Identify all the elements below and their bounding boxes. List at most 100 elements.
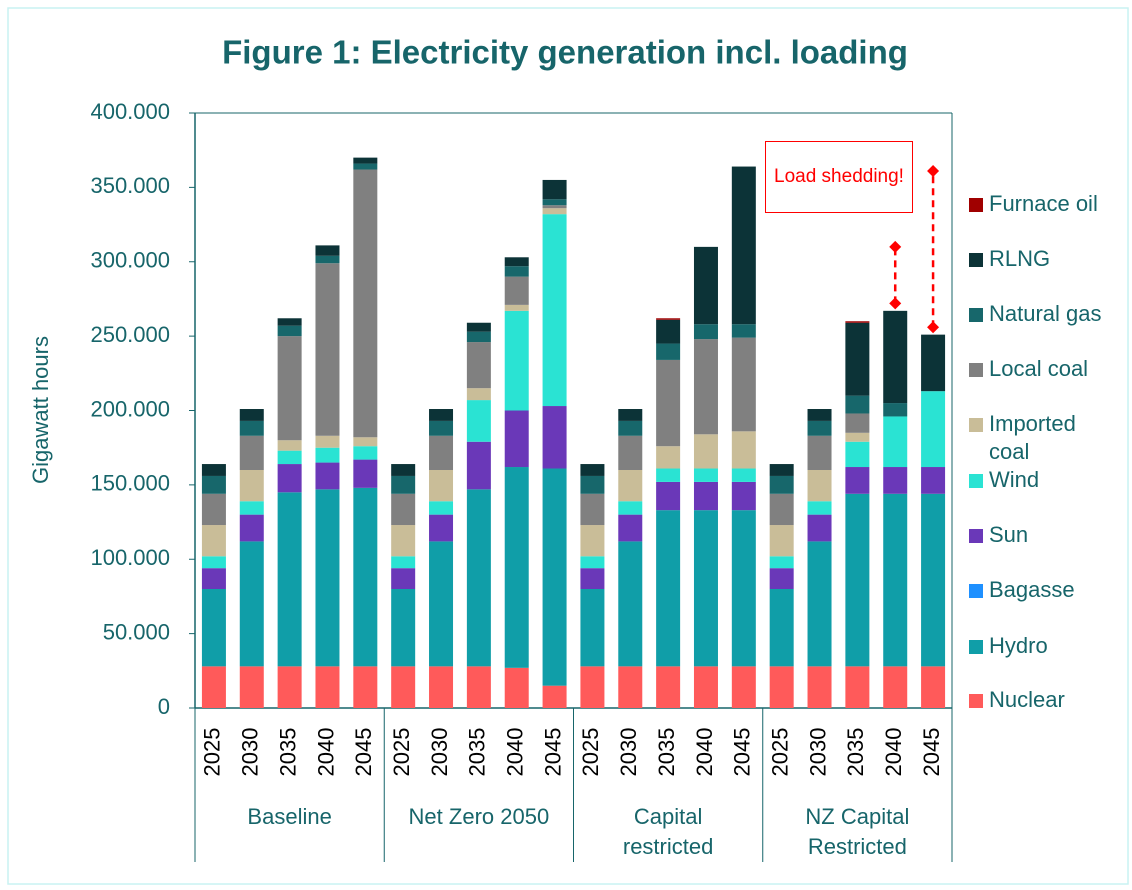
bar-segment (693, 324, 718, 340)
bar-segment (656, 510, 681, 667)
bar-segment (618, 435, 643, 470)
bar-segment (315, 435, 340, 448)
bar-segment (845, 395, 870, 414)
x-tick-label: 2035 (843, 728, 868, 777)
legend-swatch (969, 474, 983, 488)
bar-segment (391, 464, 416, 476)
bar-segment (731, 337, 756, 432)
legend-swatch (969, 363, 983, 377)
group-label: Baseline (247, 804, 332, 829)
bar-segment (466, 388, 491, 401)
bar-segment (618, 514, 643, 542)
bar-segment (391, 568, 416, 589)
legend-swatch (969, 640, 983, 654)
group-label: NZ Capital Restricted (805, 804, 910, 859)
bar-segment (391, 556, 416, 569)
y-tick-label: 50.000 (103, 619, 170, 644)
bar-segment (580, 589, 605, 667)
bar-segment (504, 257, 529, 267)
bar-segment (731, 166, 756, 325)
bar-segment (504, 667, 529, 708)
bar-segment (656, 446, 681, 469)
bar-segment (845, 493, 870, 667)
bar-segment (429, 501, 454, 515)
bar-segment (769, 666, 794, 708)
bar-segment (353, 437, 378, 447)
bar-segment (466, 331, 491, 343)
group-label: Capital restricted (622, 804, 714, 859)
x-tick-label: 2035 (275, 728, 300, 777)
bar-segment (201, 493, 226, 526)
bar-segment (921, 666, 946, 708)
bar-segment (656, 666, 681, 708)
bar-segment (883, 310, 908, 404)
bar-segment (239, 501, 264, 515)
legend-swatch (969, 584, 983, 598)
y-tick-label: 150.000 (90, 471, 170, 496)
bar-segment (769, 464, 794, 476)
bar-segment (580, 556, 605, 569)
bar-segment (580, 666, 605, 708)
bar-segment (391, 589, 416, 667)
bar-segment (277, 666, 302, 708)
bar-segment (845, 666, 870, 708)
bar-segment (315, 245, 340, 256)
bar-segment (656, 318, 681, 320)
annotation: Load shedding! (765, 141, 913, 213)
bar-segment (466, 489, 491, 667)
legend-swatch (969, 418, 983, 432)
bar-segment (201, 568, 226, 589)
bar-segment (201, 556, 226, 569)
bar-segment (542, 685, 567, 708)
bar-segment (201, 666, 226, 708)
bar-segment (353, 157, 378, 164)
bar-segment (239, 409, 264, 421)
bar-segment (542, 468, 567, 686)
load-shedding-marker (889, 297, 902, 310)
x-tick-label: 2035 (654, 728, 679, 777)
bar-segment (201, 464, 226, 476)
bar-segment (807, 435, 832, 470)
legend-label: Hydro (989, 633, 1048, 658)
bar-segment (693, 666, 718, 708)
y-tick-label: 300.000 (90, 248, 170, 273)
bar-segment (618, 470, 643, 502)
bar-segment (315, 255, 340, 264)
y-axis-label: Gigawatt hours (28, 336, 53, 484)
legend-swatch (969, 253, 983, 267)
y-tick-label: 0 (158, 694, 170, 719)
legend-swatch (969, 198, 983, 212)
legend-swatch (969, 529, 983, 543)
bar-segment (315, 263, 340, 436)
bar-segment (921, 391, 946, 468)
bar-segment (466, 666, 491, 708)
bar-segment (656, 343, 681, 360)
bar-segment (353, 487, 378, 667)
bar-segment (277, 440, 302, 451)
bar-segment (845, 441, 870, 468)
bar-segment (353, 163, 378, 170)
bar-segment (618, 666, 643, 708)
bar-segment (731, 510, 756, 667)
bar-segment (429, 435, 454, 470)
bar-segment (656, 359, 681, 447)
bar-segment (391, 475, 416, 494)
bar-segment (429, 541, 454, 667)
x-tick-label: 2040 (692, 728, 717, 777)
bar-segment (239, 420, 264, 436)
bar-segment (769, 568, 794, 589)
bar-segment (466, 322, 491, 332)
bar-segment (807, 420, 832, 436)
bar-segment (542, 406, 567, 469)
bar-segment (693, 339, 718, 435)
bar-segment (618, 541, 643, 667)
group-label: Net Zero 2050 (408, 804, 550, 829)
x-tick-label: 2025 (767, 728, 792, 777)
x-tick-label: 2030 (805, 728, 830, 777)
bar-segment (845, 413, 870, 433)
bar-segment (845, 467, 870, 494)
x-tick-label: 2045 (730, 728, 755, 777)
bar-segment (239, 470, 264, 502)
y-tick-label: 200.000 (90, 396, 170, 421)
